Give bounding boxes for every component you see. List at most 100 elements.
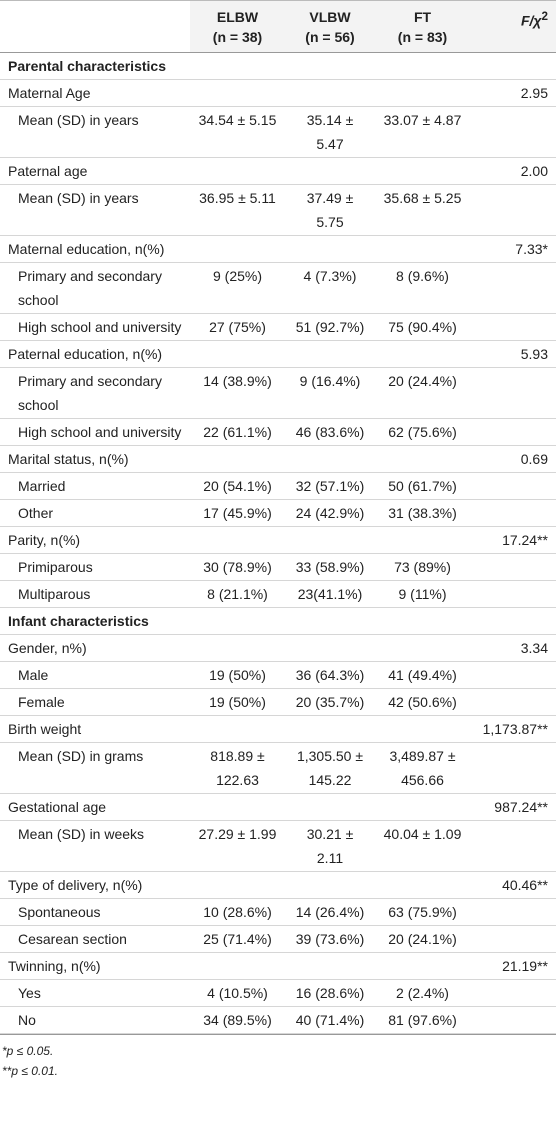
item-value: 14 (38.9%)	[190, 367, 285, 419]
item-value: 41 (49.4%)	[375, 661, 470, 689]
item-label: Male	[0, 661, 190, 689]
item-row: Other 17 (45.9%) 24 (42.9%) 31 (38.3%)	[0, 499, 556, 527]
item-value: 51 (92.7%)	[285, 313, 375, 341]
group-row: Birth weight 1,173.87**	[0, 715, 556, 743]
column-n: (n = 56)	[305, 29, 355, 45]
item-value: 8 (21.1%)	[190, 580, 285, 608]
item-value: 9 (25%)	[190, 262, 285, 314]
group-label: Paternal education, n(%)	[0, 340, 470, 368]
section-row: Parental characteristics	[0, 52, 556, 80]
group-stat: 3.34	[470, 634, 556, 662]
item-row: Yes 4 (10.5%) 16 (28.6%) 2 (2.4%)	[0, 979, 556, 1007]
item-value: 32 (57.1%)	[285, 472, 375, 500]
group-stat: 0.69	[470, 445, 556, 473]
item-value: 4 (10.5%)	[190, 979, 285, 1007]
item-value: 2 (2.4%)	[375, 979, 470, 1007]
item-value: 9 (11%)	[375, 580, 470, 608]
group-stat: 40.46**	[470, 871, 556, 899]
item-value: 75 (90.4%)	[375, 313, 470, 341]
item-value: 30 (78.9%)	[190, 553, 285, 581]
item-value: 19 (50%)	[190, 688, 285, 716]
group-label: Paternal age	[0, 157, 470, 185]
item-value: 27 (75%)	[190, 313, 285, 341]
group-row: Maternal Age 2.95	[0, 79, 556, 107]
item-label: Cesarean section	[0, 925, 190, 953]
item-value: 10 (28.6%)	[190, 898, 285, 926]
item-label: Primiparous	[0, 553, 190, 581]
group-label: Birth weight	[0, 715, 470, 743]
item-label: Mean (SD) in weeks	[0, 820, 190, 872]
item-value: 73 (89%)	[375, 553, 470, 581]
item-value: 34.54 ± 5.15	[190, 106, 285, 158]
item-label: Other	[0, 499, 190, 527]
item-value: 20 (24.4%)	[375, 367, 470, 419]
item-label: No	[0, 1006, 190, 1034]
item-stat-empty	[470, 580, 556, 608]
item-value: 30.21 ± 2.11	[285, 820, 375, 872]
item-value: 14 (26.4%)	[285, 898, 375, 926]
item-value: 39 (73.6%)	[285, 925, 375, 953]
section-title: Infant characteristics	[0, 607, 556, 635]
item-row: Married 20 (54.1%) 32 (57.1%) 50 (61.7%)	[0, 472, 556, 500]
item-value: 20 (35.7%)	[285, 688, 375, 716]
item-stat-empty	[470, 184, 556, 236]
stat-header-sup: 2	[541, 10, 548, 23]
column-header: ELBW (n = 38)	[190, 0, 285, 53]
data-table: ELBW (n = 38) VLBW (n = 56) FT (n = 83) F/χ2 P…	[0, 0, 556, 1034]
item-value: 34 (89.5%)	[190, 1006, 285, 1034]
item-value: 35.14 ± 5.47	[285, 106, 375, 158]
item-value: 42 (50.6%)	[375, 688, 470, 716]
group-label: Parity, n(%)	[0, 526, 470, 554]
item-value: 36.95 ± 5.11	[190, 184, 285, 236]
group-label: Gestational age	[0, 793, 470, 821]
item-value: 19 (50%)	[190, 661, 285, 689]
item-value: 17 (45.9%)	[190, 499, 285, 527]
group-stat: 21.19**	[470, 952, 556, 980]
item-row: Mean (SD) in years 34.54 ± 5.15 35.14 ± 5.…	[0, 106, 556, 158]
group-stat: 987.24**	[470, 793, 556, 821]
item-row: Spontaneous 10 (28.6%) 14 (26.4%) 63 (75.9%…	[0, 898, 556, 926]
item-value: 4 (7.3%)	[285, 262, 375, 314]
item-label: Mean (SD) in years	[0, 106, 190, 158]
item-value: 23(41.1%)	[285, 580, 375, 608]
item-stat-empty	[470, 418, 556, 446]
column-n: (n = 83)	[397, 29, 448, 45]
item-value: 33.07 ± 4.87	[375, 106, 470, 158]
group-label: Maternal Age	[0, 79, 470, 107]
group-stat: 17.24**	[470, 526, 556, 554]
footnote: *p ≤ 0.05.	[2, 1044, 54, 1058]
item-stat-empty	[470, 661, 556, 689]
group-row: Gestational age 987.24**	[0, 793, 556, 821]
item-value: 46 (83.6%)	[285, 418, 375, 446]
group-label: Gender, n%)	[0, 634, 470, 662]
item-value: 818.89 ± 122.63	[190, 742, 285, 794]
item-label: Multiparous	[0, 580, 190, 608]
group-row: Paternal education, n(%) 5.93	[0, 340, 556, 368]
item-value: 25 (71.4%)	[190, 925, 285, 953]
group-label: Type of delivery, n(%)	[0, 871, 470, 899]
item-value: 16 (28.6%)	[285, 979, 375, 1007]
item-value: 31 (38.3%)	[375, 499, 470, 527]
group-row: Parity, n(%) 17.24**	[0, 526, 556, 554]
item-row: Male 19 (50%) 36 (64.3%) 41 (49.4%)	[0, 661, 556, 689]
item-value: 63 (75.9%)	[375, 898, 470, 926]
item-row: Cesarean section 25 (71.4%) 39 (73.6%) 20 (…	[0, 925, 556, 953]
item-row: No 34 (89.5%) 40 (71.4%) 81 (97.6%)	[0, 1006, 556, 1034]
item-row: Primary and secondary school 9 (25%) 4 (7.…	[0, 262, 556, 314]
item-label: High school and university	[0, 313, 190, 341]
group-row: Maternal education, n(%) 7.33*	[0, 235, 556, 263]
footnote: **p ≤ 0.01.	[2, 1064, 58, 1078]
item-value: 81 (97.6%)	[375, 1006, 470, 1034]
group-stat: 7.33*	[470, 235, 556, 263]
group-row: Marital status, n(%) 0.69	[0, 445, 556, 473]
item-stat-empty	[470, 898, 556, 926]
section-row: Infant characteristics	[0, 607, 556, 635]
item-stat-empty	[470, 688, 556, 716]
item-label: Mean (SD) in years	[0, 184, 190, 236]
item-stat-empty	[470, 367, 556, 419]
item-stat-empty	[470, 925, 556, 953]
table-body: Parental characteristics Maternal Age 2.95…	[0, 52, 556, 1034]
group-row: Type of delivery, n(%) 40.46**	[0, 871, 556, 899]
item-label: Primary and secondary school	[0, 262, 190, 314]
